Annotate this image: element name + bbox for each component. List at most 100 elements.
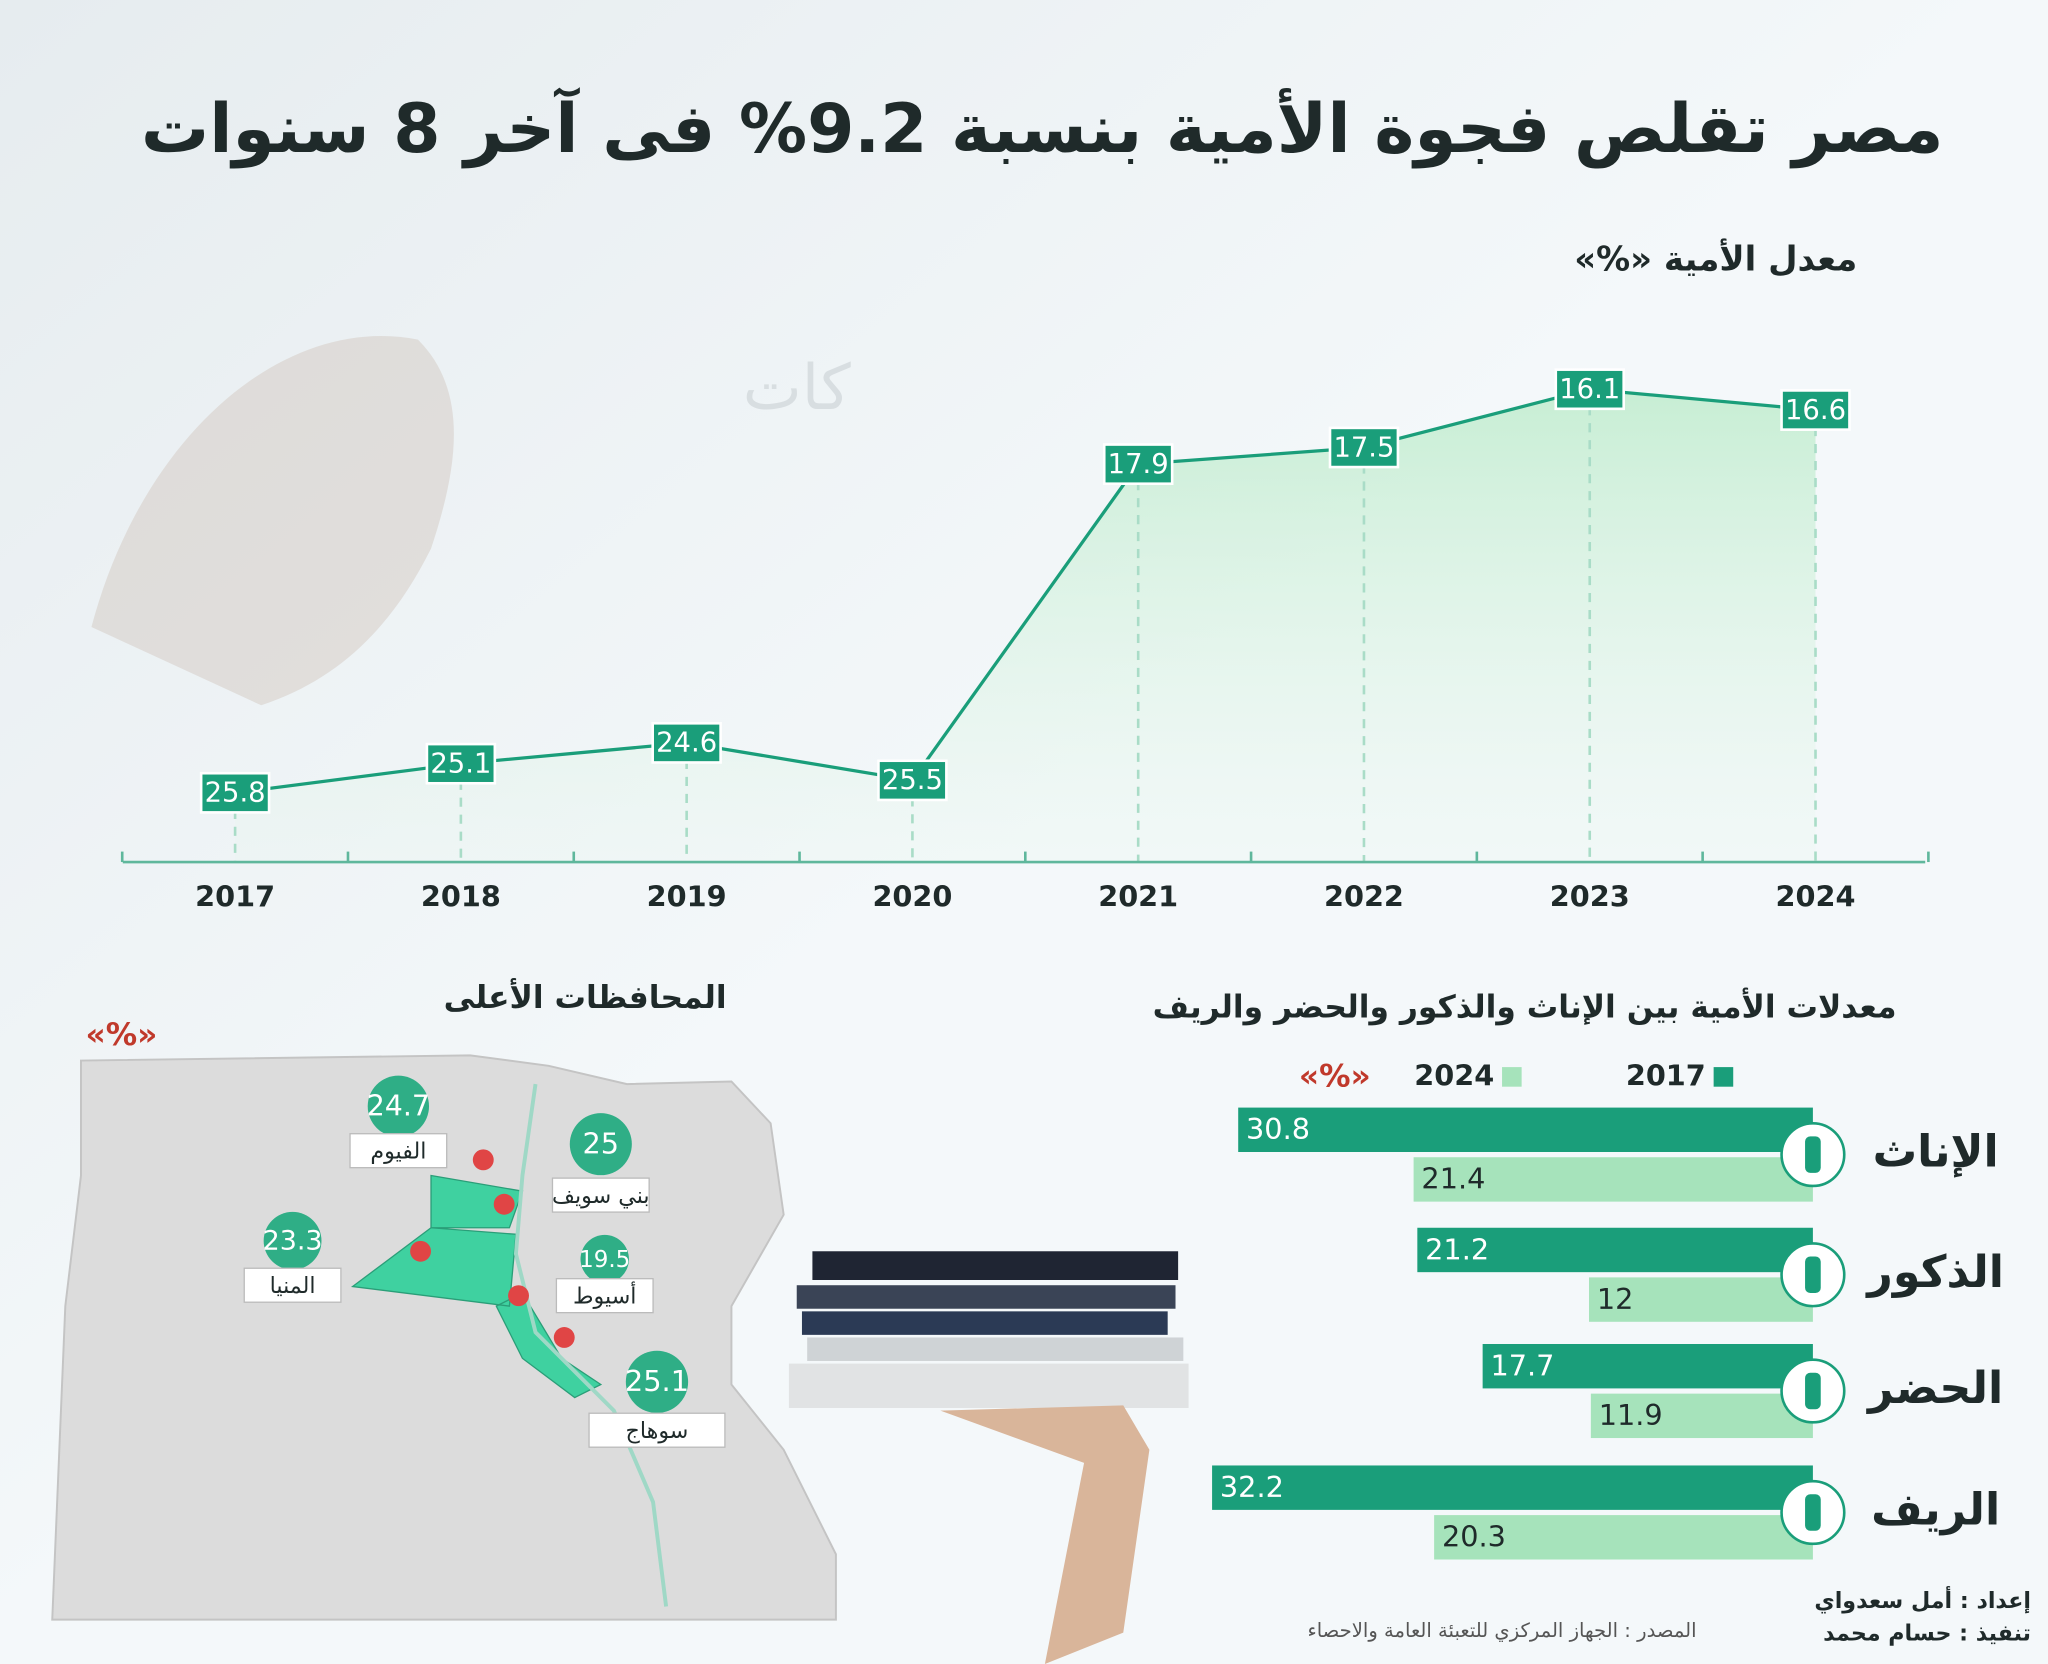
legend-swatch	[1502, 1067, 1522, 1087]
point-label-box	[651, 721, 722, 764]
bubble	[580, 1234, 629, 1284]
category-label: الإناث	[1873, 1127, 1999, 1178]
book	[807, 1337, 1184, 1361]
point-label-box	[877, 759, 948, 802]
pin	[508, 1285, 529, 1307]
book	[801, 1311, 1168, 1335]
legend-swatch	[1713, 1067, 1734, 1087]
line-area	[235, 389, 1816, 863]
bar	[1590, 1393, 1813, 1439]
governorate-label: سوهاج	[626, 1418, 689, 1444]
point-label-box	[425, 742, 497, 785]
bar	[1413, 1157, 1813, 1202]
pin	[553, 1327, 575, 1348]
bar	[1238, 1107, 1813, 1152]
credit-executed: تنفيذ : حسام محمد	[1823, 1620, 2031, 1646]
name-box	[349, 1133, 448, 1169]
point-label: 17.5	[1333, 432, 1394, 463]
chart-title: المحافظات الأعلى	[444, 978, 727, 1016]
bubble-label: 19.5	[579, 1247, 630, 1273]
point-label-box	[1102, 443, 1174, 486]
governorate-label: بني سويف	[552, 1183, 650, 1209]
point-label: 25.1	[430, 748, 491, 779]
name-box	[243, 1267, 342, 1303]
bar	[1212, 1465, 1813, 1510]
point-label-box	[1554, 368, 1626, 411]
bubble	[263, 1211, 322, 1270]
bar-value-label: 30.8	[1246, 1112, 1310, 1146]
category-icon-glyph	[1805, 1494, 1821, 1531]
chart-title: معدل الأمية «%»	[1574, 238, 1857, 280]
governorate-label: المنيا	[270, 1273, 316, 1299]
point-label-box	[1328, 426, 1400, 469]
map-nile	[513, 1083, 669, 1607]
point-label: 25.8	[205, 778, 266, 809]
point-label: 25.5	[882, 765, 943, 796]
x-tick-label: 2024	[1776, 880, 1856, 914]
point-label: 17.9	[1108, 449, 1169, 480]
bubble-label: 24.7	[367, 1090, 430, 1123]
bar-value-label: 21.4	[1421, 1162, 1485, 1196]
bubble	[367, 1075, 430, 1137]
decor-books	[788, 1251, 1189, 1664]
decor-board-writing: كات	[743, 351, 851, 424]
category-label: الريف	[1871, 1484, 2000, 1535]
book	[796, 1285, 1176, 1309]
bar	[1482, 1344, 1813, 1389]
bar	[1417, 1227, 1813, 1273]
bubble-label: 25.1	[625, 1364, 689, 1398]
point-label: 16.6	[1785, 395, 1846, 426]
legend-label: 2024	[1414, 1059, 1494, 1093]
x-tick-label: 2022	[1324, 880, 1404, 914]
decor-figure	[91, 335, 454, 706]
name-box	[588, 1412, 726, 1448]
bubble	[569, 1113, 632, 1176]
book	[788, 1363, 1189, 1408]
category-label: الحضر	[1866, 1363, 2003, 1414]
bar-value-label: 17.7	[1490, 1349, 1554, 1383]
category-label: الذكور	[1865, 1247, 2004, 1298]
bar	[1588, 1277, 1813, 1322]
bubble-label: 23.3	[263, 1226, 323, 1257]
point-label: 16.1	[1559, 374, 1620, 405]
x-tick-label: 2020	[872, 880, 952, 914]
source: المصدر : الجهاز المركزي للتعبئة العامة و…	[1308, 1619, 1697, 1642]
bar	[1434, 1515, 1813, 1560]
category-icon-glyph	[1805, 1372, 1821, 1410]
x-tick-label: 2017	[195, 880, 275, 914]
x-tick-label: 2021	[1098, 880, 1178, 914]
credit-prepared: إعداد : أمل سعدواي	[1814, 1585, 2031, 1614]
governorate-label: الفيوم	[370, 1139, 426, 1165]
unit-label: «%»	[1299, 1059, 1371, 1095]
bubble-label: 25	[583, 1126, 620, 1160]
unit-label: «%»	[86, 1017, 158, 1053]
map-pins	[410, 1149, 575, 1348]
name-box	[551, 1177, 650, 1213]
bar-value-label: 20.3	[1442, 1520, 1506, 1554]
main-title: مصر تقلص فجوة الأمية بنسبة 9.2% فى آخر 8…	[141, 87, 1944, 169]
bar-value-label: 12	[1597, 1282, 1634, 1316]
point-label: 24.6	[656, 728, 717, 759]
pin	[493, 1193, 515, 1215]
x-tick-label: 2018	[421, 880, 501, 914]
pin	[410, 1240, 432, 1262]
bar-value-label: 21.2	[1425, 1232, 1489, 1266]
name-box	[555, 1278, 654, 1314]
category-icon-glyph	[1805, 1136, 1821, 1173]
decor-hand	[940, 1405, 1150, 1664]
bar-value-label: 11.9	[1599, 1398, 1663, 1432]
governorate-label: أسيوط	[573, 1281, 636, 1309]
line	[234, 387, 1816, 795]
point-label-box	[1780, 389, 1851, 431]
bubble	[625, 1350, 689, 1414]
book	[812, 1251, 1179, 1280]
x-tick-label: 2019	[647, 880, 727, 914]
chart-title: معدلات الأمية بين الإناث والذكور والحضر …	[1153, 987, 1897, 1025]
x-tick-label: 2023	[1550, 880, 1630, 914]
bar-value-label: 32.2	[1220, 1470, 1284, 1504]
point-label-box	[199, 771, 271, 814]
legend-label: 2017	[1626, 1059, 1706, 1093]
pin	[472, 1149, 494, 1171]
